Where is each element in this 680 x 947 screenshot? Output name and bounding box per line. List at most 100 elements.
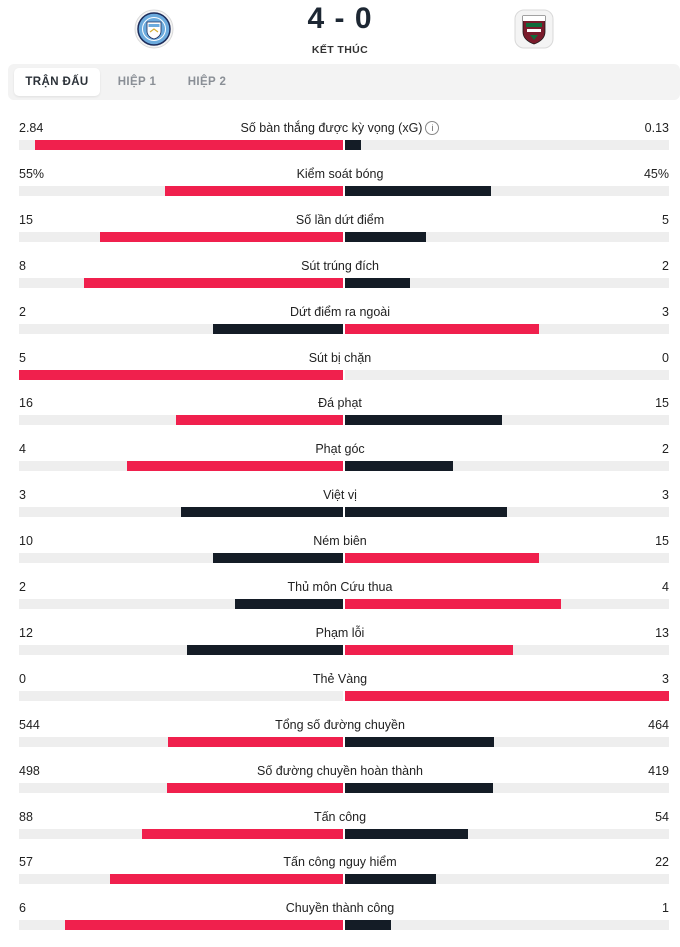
stat-label-text: Phạt góc bbox=[315, 442, 365, 457]
stat-row: 2 Thủ môn Cứu thua 4 bbox=[0, 580, 680, 626]
stat-away-value: 419 bbox=[648, 763, 669, 778]
stat-away-bar bbox=[345, 415, 502, 426]
tab-second-half[interactable]: HIỆP 2 bbox=[187, 76, 227, 88]
stat-label: Phạm lỗi bbox=[140, 626, 540, 640]
fluminense-crest-icon bbox=[514, 9, 554, 49]
tab-first-half[interactable]: HIỆP 1 bbox=[117, 76, 157, 88]
stat-home-bar bbox=[127, 461, 343, 472]
stat-away-value: 0 bbox=[662, 350, 669, 365]
stat-home-value: 8 bbox=[19, 258, 26, 273]
stat-home-bar bbox=[35, 140, 343, 150]
stat-home-bar bbox=[142, 828, 343, 839]
stat-away-value: 0.13 bbox=[644, 121, 669, 135]
stat-label: Thẻ Vàng bbox=[140, 672, 540, 686]
stat-home-track bbox=[19, 553, 343, 564]
stat-home-value: 55% bbox=[19, 166, 45, 181]
stat-home-bar bbox=[84, 277, 343, 288]
stat-away-track bbox=[345, 277, 669, 288]
stat-label-text: Số lần dứt điểm bbox=[295, 212, 385, 227]
stat-home-track bbox=[19, 599, 343, 609]
stat-row: 0 Thẻ Vàng 3 bbox=[0, 672, 680, 718]
stat-home-value: 5 bbox=[19, 350, 26, 365]
stat-home-value: 88 bbox=[19, 809, 33, 824]
stat-home-track bbox=[19, 277, 343, 288]
stat-away-value: 3 bbox=[662, 488, 669, 503]
stat-home-track bbox=[19, 828, 343, 839]
stat-home-bar bbox=[187, 644, 343, 655]
stat-row: 88 Tấn công 54 bbox=[0, 810, 680, 856]
stat-label: Sút trúng đích bbox=[140, 259, 540, 273]
stat-away-bar bbox=[345, 140, 361, 150]
stat-away-bar bbox=[345, 323, 539, 334]
stat-home-value: 6 bbox=[19, 901, 26, 916]
stat-home-track bbox=[19, 507, 343, 518]
stat-home-track bbox=[19, 782, 343, 793]
stat-away-value: 2 bbox=[662, 442, 669, 457]
stat-home-bar bbox=[176, 415, 343, 426]
stat-home-value: 15 bbox=[19, 212, 33, 227]
stat-row: 2 Dứt điểm ra ngoài 3 bbox=[0, 305, 680, 351]
stat-home-value: 544 bbox=[19, 717, 40, 732]
stat-home-track bbox=[19, 185, 343, 196]
stat-label: Phạt góc bbox=[140, 442, 540, 456]
stat-away-track bbox=[345, 185, 669, 196]
stat-away-track bbox=[345, 323, 669, 334]
stat-away-bar bbox=[345, 507, 507, 518]
stat-away-bar bbox=[345, 599, 561, 609]
stat-away-track bbox=[345, 920, 669, 931]
stat-home-bar bbox=[65, 920, 343, 931]
stat-home-track bbox=[19, 736, 343, 747]
stat-label-text: Việt vị bbox=[323, 488, 357, 503]
stat-away-value: 5 bbox=[662, 212, 669, 227]
stat-home-bar bbox=[235, 599, 343, 609]
stat-home-value: 4 bbox=[19, 442, 26, 457]
info-icon[interactable]: i bbox=[425, 121, 440, 135]
stat-away-track bbox=[345, 828, 669, 839]
stat-row: 498 Số đường chuyền hoàn thành 419 bbox=[0, 764, 680, 810]
stat-away-track bbox=[345, 369, 669, 380]
stat-home-track bbox=[19, 874, 343, 885]
stat-label-text: Chuyền thành công bbox=[285, 901, 395, 916]
stat-home-bar bbox=[168, 736, 343, 747]
stat-away-value: 45% bbox=[643, 166, 669, 181]
stat-label-text: Ném biên bbox=[313, 534, 367, 549]
tab-match[interactable]: TRẬN ĐẤU bbox=[14, 68, 100, 96]
stat-away-track bbox=[345, 507, 669, 518]
stat-away-track bbox=[345, 553, 669, 564]
stat-away-value: 4 bbox=[662, 580, 669, 594]
stat-away-track bbox=[345, 874, 669, 885]
stat-label: Tấn công nguy hiểm bbox=[140, 855, 540, 869]
stat-row: 6 Chuyền thành công 1 bbox=[0, 901, 680, 947]
match-status: KẾT THÚC bbox=[311, 44, 369, 56]
stat-away-bar bbox=[345, 736, 494, 747]
stat-away-bar bbox=[345, 277, 410, 288]
stat-label-text: Thủ môn Cứu thua bbox=[287, 580, 393, 594]
stat-away-bar bbox=[345, 874, 436, 885]
stat-row: 55% Kiểm soát bóng 45% bbox=[0, 167, 680, 213]
stat-label-text: Số đường chuyền hoàn thành bbox=[257, 763, 423, 778]
stat-home-value: 3 bbox=[19, 488, 26, 503]
stat-away-track bbox=[345, 140, 669, 150]
stat-home-track bbox=[19, 644, 343, 655]
stat-home-track bbox=[19, 461, 343, 472]
stat-home-bar bbox=[165, 185, 343, 196]
stat-label-text: Tổng số đường chuyền bbox=[275, 717, 405, 732]
stat-away-bar bbox=[345, 782, 493, 793]
stat-label: Tấn công bbox=[140, 810, 540, 824]
manchester-city-crest-icon bbox=[134, 9, 174, 49]
stat-label-text: Tấn công nguy hiểm bbox=[283, 855, 397, 870]
stat-label-text: Dứt điểm ra ngoài bbox=[289, 304, 391, 319]
stat-away-value: 2 bbox=[662, 258, 669, 273]
match-score: 4 - 0 bbox=[307, 2, 373, 35]
stat-home-bar bbox=[19, 369, 343, 380]
stat-away-track bbox=[345, 690, 669, 701]
stat-label-text: Thẻ Vàng bbox=[312, 671, 368, 686]
stat-label-text: Số bàn thắng được kỳ vọng (xG) bbox=[240, 121, 423, 135]
stat-away-bar bbox=[345, 920, 391, 931]
stat-label: Kiểm soát bóng bbox=[140, 167, 540, 181]
stat-home-bar bbox=[167, 782, 343, 793]
stat-label-text: Sút trúng đích bbox=[301, 258, 379, 273]
stat-home-track bbox=[19, 231, 343, 242]
stat-away-bar bbox=[345, 231, 426, 242]
stat-home-track bbox=[19, 369, 343, 380]
